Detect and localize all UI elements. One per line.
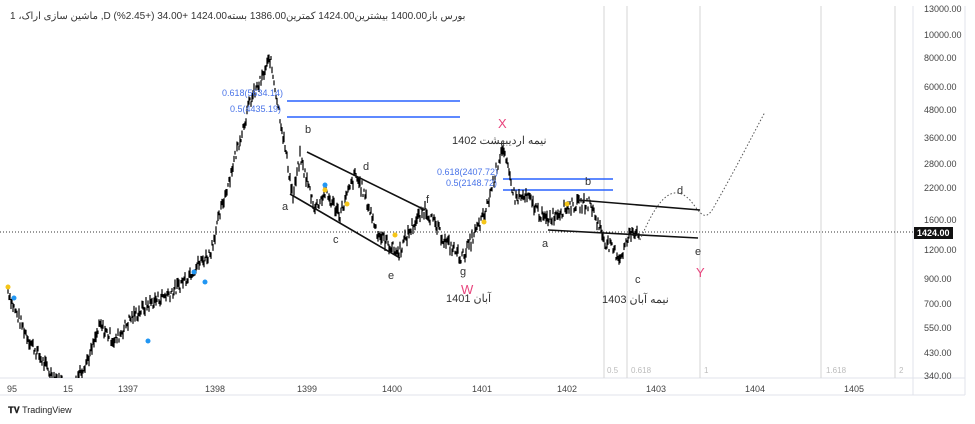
price-tick: 3600.00 [924,133,957,143]
wave-label: g [460,266,467,278]
projection-path[interactable] [639,111,766,241]
brand-name: TradingView [22,405,72,415]
fib-level-label: 0.618(2407.72) [437,167,499,177]
time-tick: 1398 [205,384,226,394]
trendline[interactable] [289,193,401,259]
wave-label: b [585,176,592,188]
price-tick: 1200.00 [924,245,957,255]
time-tick: 1404 [745,384,766,394]
current-price-tag: 1424.00 [914,227,953,239]
time-tick: 1399 [297,384,318,394]
wave-label: a [282,201,289,213]
note-w: 1401 آبان [446,293,492,305]
price-tick: 900.00 [924,274,952,284]
price-tick: 550.00 [924,323,952,333]
trendline[interactable] [306,151,426,211]
time-tick: 1405 [844,384,865,394]
price-tick: 430.00 [924,348,952,358]
price-tick: 2200.00 [924,183,957,193]
fib-time-label: 2 [899,366,904,375]
trendlines[interactable] [289,151,701,259]
wave-label: a [542,238,549,250]
signal-dot [481,219,487,225]
wave-label: c [333,234,339,246]
signal-dot [392,232,398,238]
time-tick: 1400 [382,384,403,394]
signal-dot [191,269,197,275]
signal-dot [202,279,208,285]
signal-dot [322,182,328,188]
time-tick: 15 [63,384,74,394]
wave-label: e [695,246,702,258]
price-tick: 13000.00 [924,4,962,14]
price-tick: 10000.00 [924,30,962,40]
price-tick: 1600.00 [924,215,957,225]
fib-retracement[interactable] [287,100,613,191]
wave-label: f [426,194,430,206]
wave-label-major: Y [696,265,705,280]
time-tick: 1403 [646,384,667,394]
price-tick: 700.00 [924,299,952,309]
wave-label: d [363,161,370,173]
time-tick: 1402 [557,384,578,394]
price-tick: 8000.00 [924,53,957,63]
signal-dot [322,187,328,193]
fib-time-zones [603,6,896,378]
fib-level-label: 0.5(2148.72) [446,178,498,188]
wave-label-major: W [461,282,474,297]
fib-time-label: 1 [704,366,709,375]
candles [7,54,640,378]
wave-label: b [305,124,312,136]
signal-dot [5,284,11,290]
price-tick: 340.00 [924,371,952,381]
fib-level-label: 0.5(4435.19) [230,104,282,114]
price-tick: 6000.00 [924,82,957,92]
signal-dot [564,201,570,207]
fib-level-label: 0.618(5634.14) [222,88,284,98]
fib-time-label: 0.618 [631,366,652,375]
wave-label: e [388,270,395,282]
fib-time-label: 0.5 [607,366,619,375]
fib-time-label: 1.618 [826,366,847,375]
signal-dot [344,201,350,207]
note-x: نیمه اردیبهشت 1402 [452,135,547,147]
wave-label-major: X [498,116,507,131]
time-tick: 1401 [472,384,493,394]
signal-dot [145,338,151,344]
signal-dots [5,182,570,344]
wave-label: d [677,185,684,197]
tradingview-logo-icon: 𝐓𝐕 [8,405,20,415]
tradingview-brand[interactable]: 𝐓𝐕 TradingView [8,405,72,416]
time-tick: 95 [7,384,18,394]
signal-dot [11,295,17,301]
trendline[interactable] [577,199,701,211]
symbol-ohlc-header: ماشین سازی اراک، 1 ,D بورس باز1400.00 بی… [10,11,466,22]
trendline[interactable] [547,229,699,239]
price-tick: 4800.00 [924,105,957,115]
wave-label: c [635,274,641,286]
time-tick: 1397 [118,384,139,394]
price-tick: 2800.00 [924,159,957,169]
note-y: 1403 نیمه آبان [602,294,669,306]
